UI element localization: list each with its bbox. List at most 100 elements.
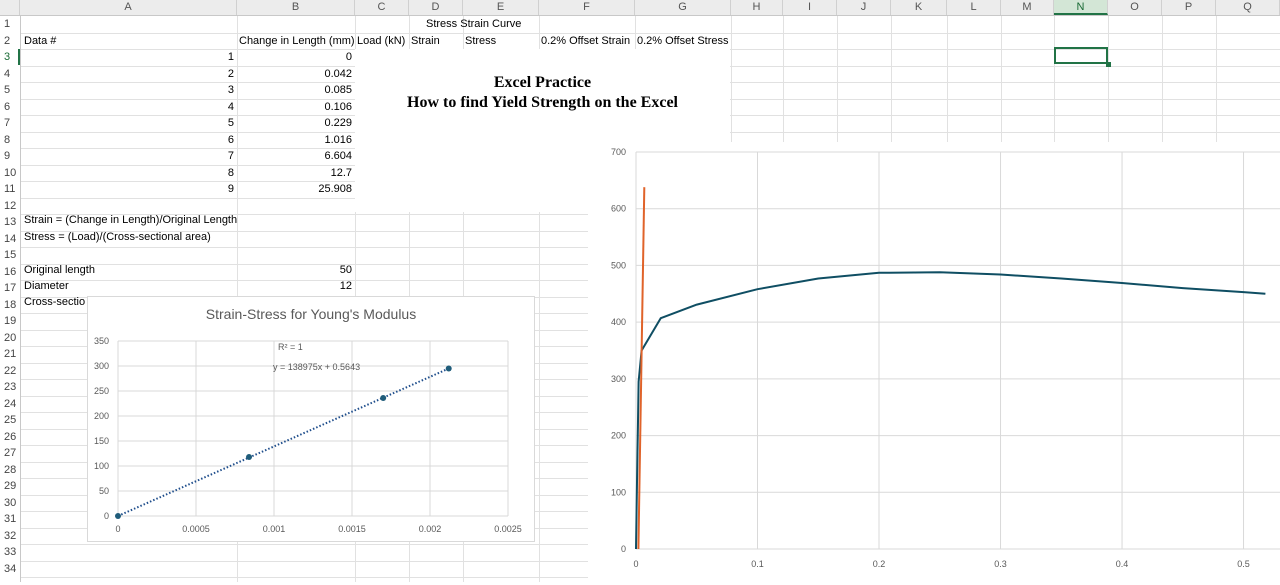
cell-data-number[interactable]: 5 [227, 117, 234, 129]
row-header[interactable]: 7 [4, 117, 11, 129]
cell-e2[interactable]: Stress [465, 35, 497, 47]
x-tick-label: 0.3 [994, 559, 1007, 569]
row-header[interactable]: 2 [4, 35, 11, 47]
row-header[interactable]: 9 [4, 150, 11, 162]
row-header[interactable]: 25 [4, 414, 17, 426]
row-header[interactable]: 14 [4, 233, 17, 245]
row-header[interactable]: 1 [4, 18, 11, 30]
select-all-corner[interactable] [0, 0, 20, 15]
x-tick-label: 0 [115, 524, 120, 534]
row-header[interactable]: 28 [4, 464, 17, 476]
cell-a13[interactable]: Strain = (Change in Length)/Original Len… [24, 214, 238, 226]
cell-data-number[interactable]: 3 [227, 84, 234, 96]
column-header[interactable]: F [539, 0, 635, 15]
cell-d2[interactable]: Strain [411, 35, 440, 47]
row-header[interactable]: 31 [4, 513, 17, 525]
cell-change-in-length[interactable]: 0.042 [324, 68, 352, 80]
cell-data-number[interactable]: 2 [227, 68, 234, 80]
title-textbox[interactable]: Excel Practice How to find Yield Strengt… [355, 49, 730, 142]
column-header[interactable]: M [1001, 0, 1054, 15]
row-header[interactable]: 5 [4, 84, 11, 96]
x-tick-label: 0.002 [419, 524, 442, 534]
chart-title: Strain-Stress for Young's Modulus [206, 306, 416, 322]
row-header[interactable]: 3 [4, 51, 11, 63]
row-header[interactable]: 29 [4, 480, 17, 492]
data-point [115, 513, 121, 519]
cell-change-in-length[interactable]: 0 [345, 51, 352, 63]
row-header[interactable]: 12 [4, 200, 17, 212]
y-tick-label: 200 [611, 431, 626, 441]
column-header[interactable]: L [947, 0, 1001, 15]
column-header[interactable]: D [409, 0, 463, 15]
selected-cell-n3[interactable] [1054, 47, 1108, 64]
cell-change-in-length[interactable]: 0.085 [324, 84, 352, 96]
column-header[interactable]: Q [1216, 0, 1280, 15]
cell-change-in-length[interactable]: 6.604 [324, 150, 352, 162]
row-header-border [20, 16, 21, 582]
row-header[interactable]: 13 [4, 216, 17, 228]
cell-data-number[interactable]: 9 [227, 183, 234, 195]
cell-data-number[interactable]: 6 [227, 134, 234, 146]
column-header[interactable]: P [1162, 0, 1216, 15]
y-tick-label: 400 [611, 317, 626, 327]
column-header[interactable]: H [731, 0, 783, 15]
row-header[interactable]: 6 [4, 101, 11, 113]
column-header[interactable]: C [355, 0, 409, 15]
cell-change-in-length[interactable]: 12.7 [330, 167, 352, 179]
y-tick-label: 200 [94, 411, 109, 421]
cell-d1[interactable]: Stress Strain Curve [426, 18, 522, 30]
column-header[interactable]: A [20, 0, 237, 15]
fill-handle[interactable] [1106, 62, 1111, 67]
cell-change-in-length[interactable]: 0.106 [324, 101, 352, 113]
column-header[interactable]: J [837, 0, 891, 15]
column-header[interactable]: B [237, 0, 355, 15]
row-header[interactable]: 11 [4, 183, 16, 195]
cell-data-number[interactable]: 8 [227, 167, 234, 179]
cell-a17[interactable]: Diameter [24, 280, 69, 292]
column-header[interactable]: E [463, 0, 539, 15]
row-header[interactable]: 17 [4, 282, 17, 294]
cell-b17[interactable]: 12 [339, 280, 352, 292]
column-header[interactable]: N [1054, 0, 1108, 15]
row-header[interactable]: 27 [4, 447, 17, 459]
y-tick-label: 150 [94, 436, 109, 446]
stress-strain-chart[interactable]: 0 0.1 0.2 0.3 0.4 0.5 0 100 200 300 400 500 600 700 [588, 142, 1280, 582]
cell-a2[interactable]: Data # [24, 35, 57, 47]
cell-b16[interactable]: 50 [339, 264, 352, 276]
row-header[interactable]: 30 [4, 497, 17, 509]
row-header[interactable]: 26 [4, 431, 17, 443]
cell-change-in-length[interactable]: 0.229 [324, 117, 352, 129]
row-header[interactable]: 10 [4, 167, 17, 179]
cell-change-in-length[interactable]: 25.908 [318, 183, 352, 195]
row-header[interactable]: 34 [4, 563, 17, 575]
youngs-modulus-chart[interactable]: Strain-Stress for Young's Modulus 0 0.0005… [87, 296, 535, 542]
row-header[interactable]: 18 [4, 299, 17, 311]
row-header[interactable]: 15 [4, 249, 17, 261]
column-header[interactable]: G [635, 0, 731, 15]
row-header[interactable]: 20 [4, 332, 17, 344]
row-header[interactable]: 32 [4, 530, 17, 542]
column-header[interactable]: I [783, 0, 837, 15]
column-header[interactable]: O [1108, 0, 1162, 15]
cell-f2[interactable]: 0.2% Offset Strain [541, 35, 631, 47]
row-header[interactable]: 22 [4, 365, 17, 377]
cell-g2[interactable]: 0.2% Offset Stress [637, 35, 729, 47]
cell-a16[interactable]: Original length [24, 264, 95, 276]
row-header[interactable]: 23 [4, 381, 17, 393]
row-header[interactable]: 24 [4, 398, 17, 410]
cell-data-number[interactable]: 4 [227, 101, 234, 113]
row-header[interactable]: 33 [4, 546, 17, 558]
row-header[interactable]: 16 [4, 266, 17, 278]
cell-a14[interactable]: Stress = (Load)/(Cross-sectional area) [24, 231, 211, 243]
row-header[interactable]: 21 [4, 348, 17, 360]
cell-c2[interactable]: Load (kN) [357, 35, 406, 47]
row-header[interactable]: 4 [4, 68, 11, 80]
cell-b2[interactable]: Change in Length (mm) [239, 35, 355, 47]
row-header[interactable]: 8 [4, 134, 11, 146]
cell-data-number[interactable]: 1 [227, 51, 234, 63]
cell-a18[interactable]: Cross-sectio [24, 296, 86, 308]
row-header[interactable]: 19 [4, 315, 17, 327]
cell-change-in-length[interactable]: 1.016 [324, 134, 352, 146]
cell-data-number[interactable]: 7 [227, 150, 234, 162]
column-header[interactable]: K [891, 0, 947, 15]
